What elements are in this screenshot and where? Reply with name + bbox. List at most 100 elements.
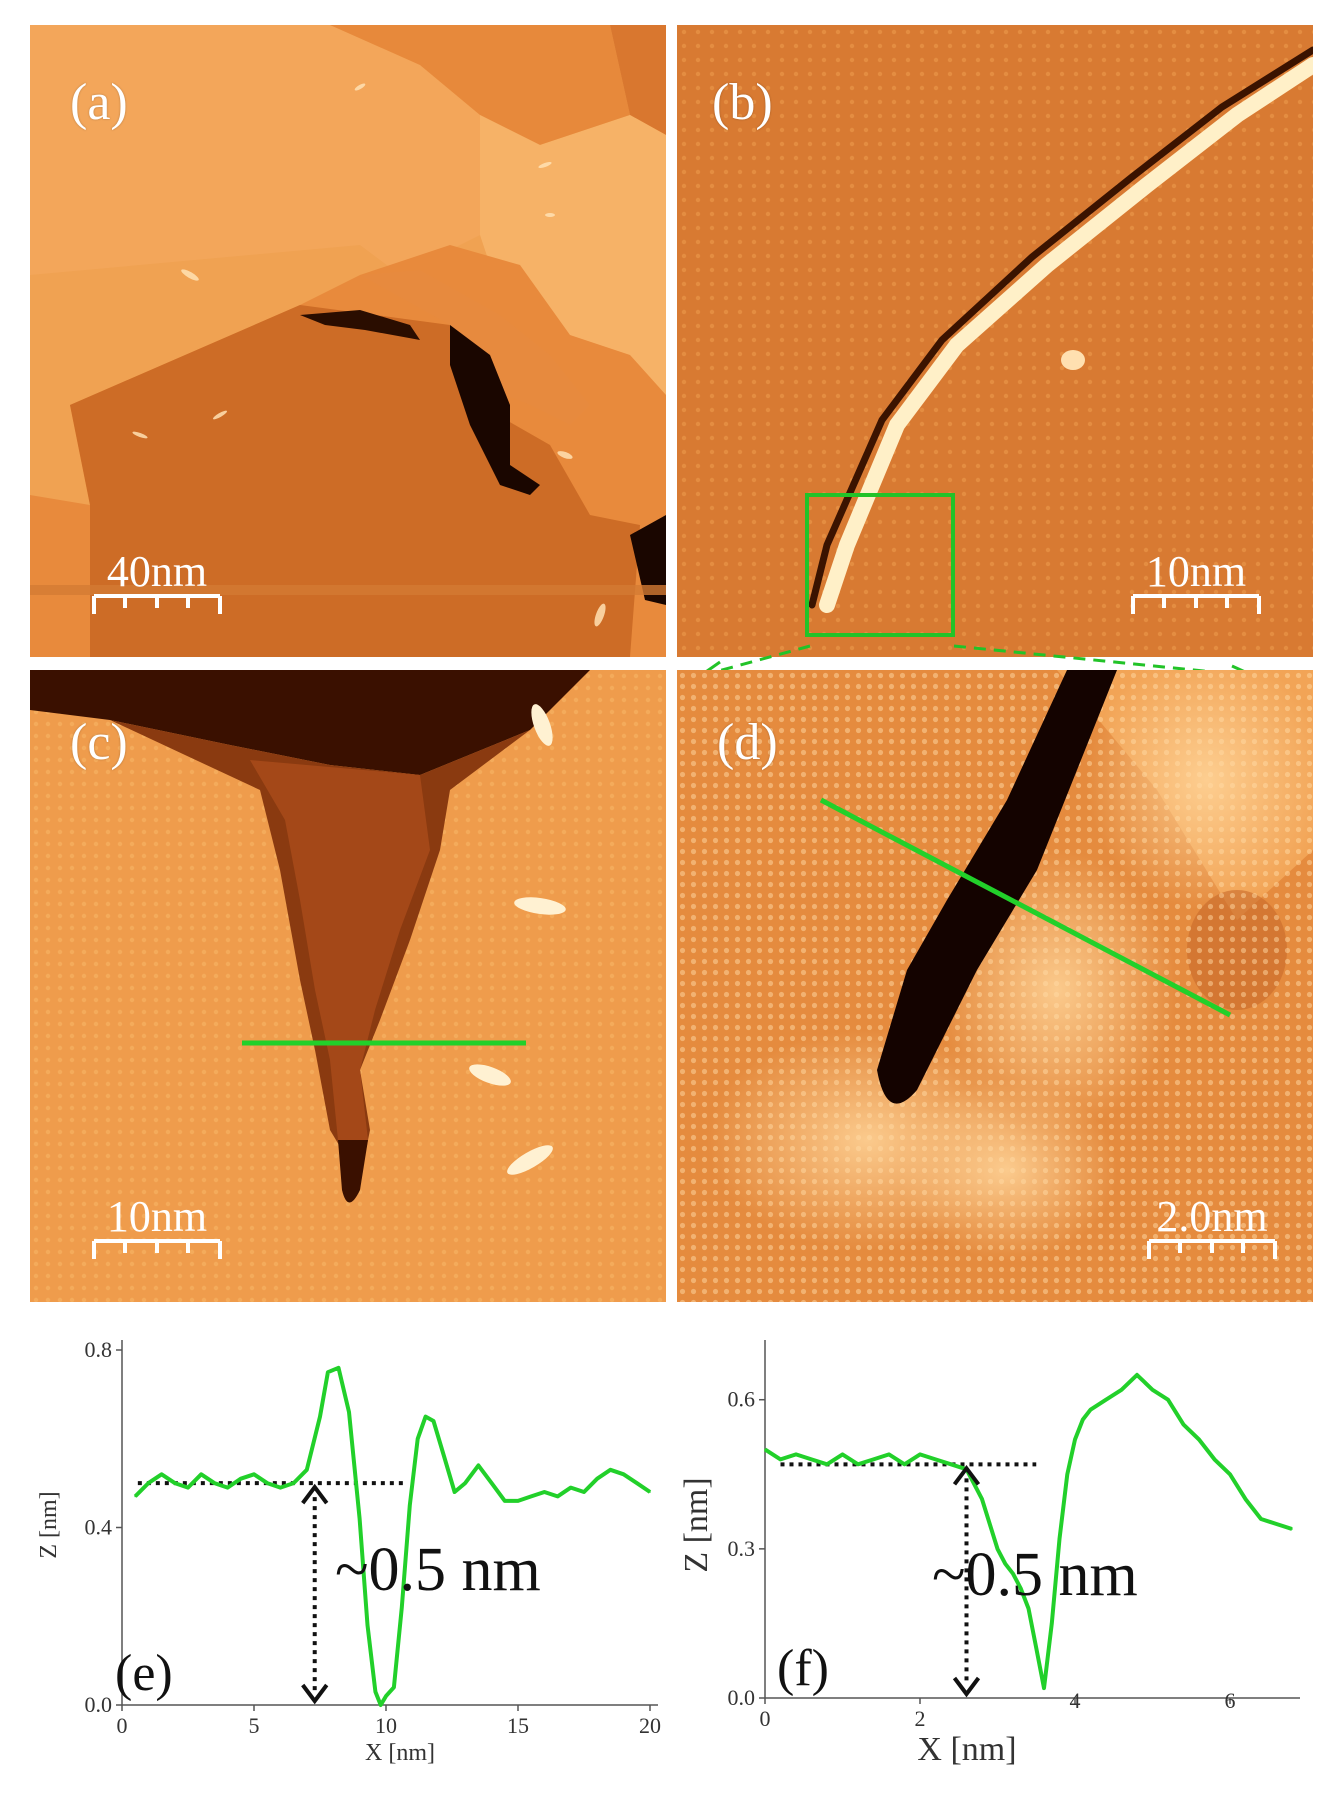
profile-data-point [1012, 1572, 1014, 1575]
profile-data-point [187, 1486, 189, 1489]
stm-image-c [30, 670, 666, 1302]
profile-data-point [795, 1453, 797, 1456]
profile-data-point [374, 1690, 377, 1693]
y-tick-label: 0.8 [85, 1337, 113, 1362]
profile-data-point [1120, 1388, 1123, 1391]
profile-data-point [337, 1366, 340, 1369]
x-axis-label: X [nm] [365, 1740, 435, 1766]
profile-data-point [393, 1686, 395, 1689]
profile-data-point [240, 1477, 242, 1480]
profile-data-point [1105, 1398, 1107, 1401]
profile-data-point [319, 1415, 321, 1418]
scale-bar-c: 10nm [92, 1195, 222, 1261]
profile-data-point [1167, 1398, 1169, 1401]
profile-data-point [950, 1463, 952, 1466]
depth-arrow-head-down [301, 1683, 329, 1705]
profile-data-point [1050, 1622, 1053, 1625]
y-tick-label: 0.4 [85, 1515, 113, 1540]
profile-chart-e: 0 5 10 15 20 0.0 0.4 0.8 X [nm] Z [nm] ~0.5 nm (e) [36, 1337, 661, 1766]
profile-data-point [1089, 1408, 1092, 1411]
stm-panel-c: (c) 10nm [30, 670, 666, 1302]
profile-data-point [934, 1458, 937, 1461]
scale-bar-label-a: 40nm [106, 547, 208, 596]
profile-data-point [1074, 1438, 1076, 1441]
profile-series-line [763, 1372, 1293, 1691]
profile-data-point [919, 1453, 921, 1456]
profile-data-point [530, 1495, 532, 1498]
profile-data-point [764, 1448, 766, 1451]
profile-data-point [408, 1504, 411, 1507]
depth-annotation: ~0.5 nm [335, 1536, 541, 1604]
y-tick-label: 0.3 [728, 1536, 756, 1561]
profile-data-point [253, 1473, 255, 1476]
y-tick-label: 0.6 [728, 1387, 756, 1412]
scale-bar-label-b: 10nm [1145, 547, 1247, 596]
scale-bar-a: 40nm [92, 550, 222, 616]
profile-plot-e: 0 5 10 15 20 0.0 0.4 0.8 X [nm] Z [nm] ~0.5 nm (e) [30, 1320, 666, 1800]
stm-image-b [677, 25, 1313, 657]
profile-data-point [348, 1411, 350, 1413]
profile-data-point [1043, 1687, 1045, 1689]
depth-arrow-head-up [301, 1483, 329, 1505]
profile-data-point [477, 1464, 480, 1467]
profile-data-point [1027, 1607, 1030, 1610]
profile-data-point [622, 1473, 625, 1476]
profile-data-point [464, 1482, 467, 1484]
profile-data-point [292, 1482, 295, 1484]
profile-data-point [385, 1695, 387, 1697]
profile-data-point [453, 1491, 456, 1493]
stm-panel-b: (b) 10nm [677, 25, 1313, 657]
x-tick-label: 5 [249, 1713, 260, 1738]
x-tick-label: 10 [375, 1713, 397, 1738]
profile-data-point [358, 1517, 361, 1520]
panel-label-a: (a) [70, 74, 128, 131]
stm-image-a [30, 25, 666, 657]
profile-data-point [636, 1482, 638, 1484]
profile-data-point [1151, 1388, 1154, 1391]
panel-label: (e) [115, 1645, 173, 1702]
profile-data-point [200, 1473, 202, 1476]
profile-data-point [903, 1463, 906, 1466]
scale-bar-label-c: 10nm [106, 1192, 208, 1241]
profile-data-point [432, 1420, 435, 1422]
profile-data-point [1182, 1423, 1185, 1426]
x-tick-label: 20 [639, 1713, 661, 1738]
y-axis-label: Z [nm] [36, 1491, 62, 1558]
profile-data-point [1004, 1562, 1007, 1565]
profile-data-point [1058, 1538, 1061, 1540]
profile-data-point [841, 1453, 844, 1456]
stm-image-d [677, 670, 1313, 1302]
scale-bar-d: 2.0nm [1147, 1195, 1277, 1261]
profile-data-point [424, 1415, 427, 1418]
panel-label-b: (b) [712, 74, 773, 131]
profile-data-point [888, 1453, 890, 1456]
profile-data-point [1019, 1587, 1022, 1590]
profile-data-point [1066, 1473, 1069, 1476]
panel-label: (f) [777, 1640, 829, 1697]
profile-data-point [366, 1624, 369, 1626]
y-tick-label: 0.0 [85, 1692, 113, 1717]
profile-data-point [517, 1500, 519, 1502]
depth-annotation: ~0.5 nm [932, 1541, 1138, 1609]
profile-data-point [1136, 1374, 1138, 1376]
profile-data-point [504, 1500, 506, 1502]
scale-bar-b: 10nm [1131, 550, 1261, 616]
profile-data-point [226, 1486, 229, 1489]
profile-data-point [266, 1482, 268, 1484]
x-tick-label: 15 [507, 1713, 529, 1738]
profile-data-point [379, 1704, 382, 1706]
x-tick-label: 0 [117, 1713, 128, 1738]
profile-data-point [583, 1491, 585, 1493]
profile-data-point [147, 1482, 150, 1484]
profile-data-point [1291, 1528, 1293, 1530]
profile-data-point [1229, 1473, 1231, 1476]
profile-data-point [174, 1482, 176, 1484]
profile-data-point [810, 1458, 813, 1461]
x-tick-label: 0 [760, 1706, 771, 1731]
depth-arrow-head-up [952, 1465, 981, 1486]
panel-label-c: (c) [70, 714, 128, 771]
profile-data-point [649, 1491, 651, 1493]
profile-data-point [826, 1463, 828, 1466]
profile-data-point [1081, 1418, 1084, 1421]
profile-series-line [133, 1365, 652, 1707]
